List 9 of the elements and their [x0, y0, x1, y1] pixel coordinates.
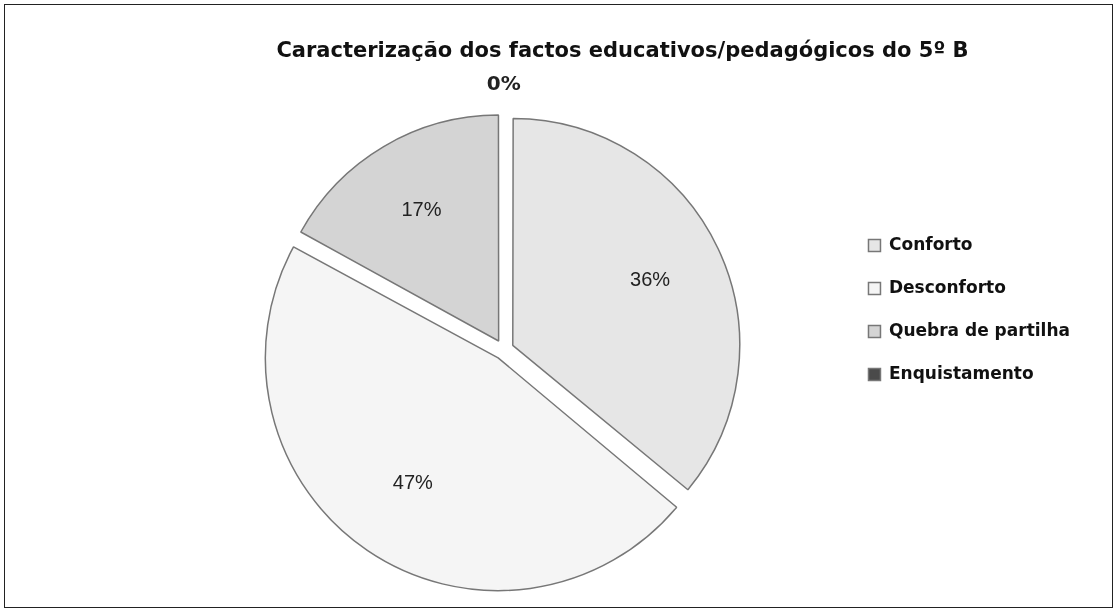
legend-label: Desconforto	[888, 276, 1006, 297]
data-label: 36%	[630, 268, 671, 291]
chart-title: Caracterização dos factos educativos/pedagógicos do 5º B	[276, 38, 969, 63]
data-label: 17%	[401, 197, 442, 220]
legend-label: Enquistamento	[888, 362, 1034, 383]
legend-label: Conforto	[888, 233, 973, 254]
text: 0%	[486, 71, 521, 96]
legend-label: Quebra de partilha	[888, 319, 1071, 340]
data-label: 47%	[392, 470, 434, 493]
